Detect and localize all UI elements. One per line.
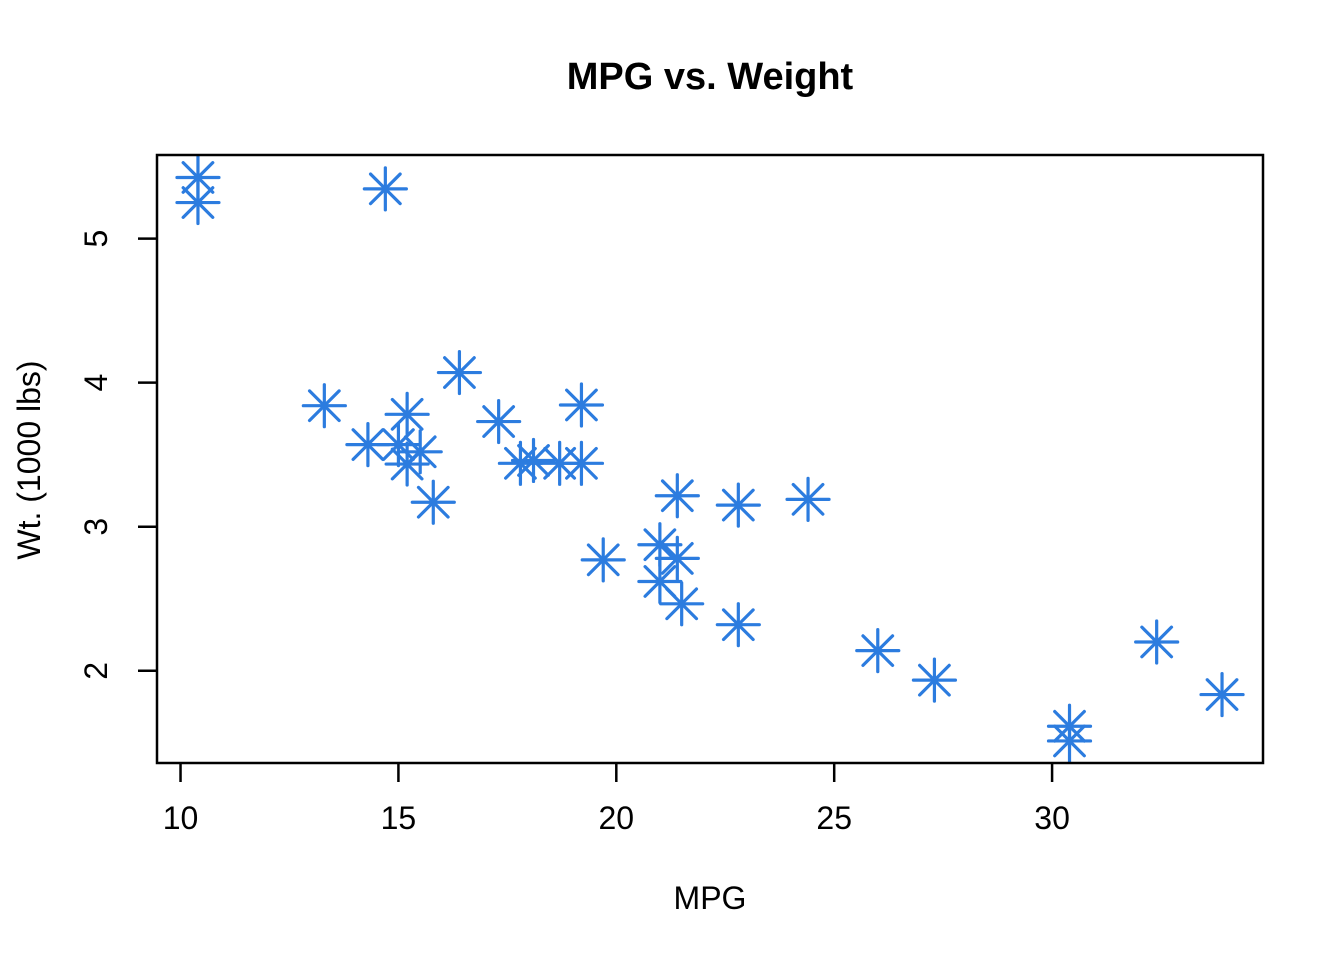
data-point-marker bbox=[659, 581, 705, 627]
y-tick-label: 3 bbox=[78, 518, 114, 536]
marker-stroke bbox=[660, 542, 694, 575]
marker-stroke bbox=[791, 482, 825, 516]
x-tick-label: 30 bbox=[1034, 800, 1070, 836]
data-point-marker bbox=[558, 440, 605, 486]
x-tick-label: 15 bbox=[381, 800, 417, 836]
data-point-marker bbox=[785, 476, 831, 522]
y-axis-label: Wt. (1000 lbs) bbox=[11, 360, 47, 560]
marker-stroke bbox=[368, 172, 402, 206]
marker-stroke bbox=[181, 161, 215, 194]
chart-title: MPG vs. Weight bbox=[566, 56, 854, 98]
marker-stroke bbox=[382, 428, 415, 461]
data-point-marker bbox=[580, 537, 626, 583]
x-tick-label: 25 bbox=[816, 800, 852, 836]
marker-stroke bbox=[565, 446, 598, 480]
data-point-marker bbox=[1134, 619, 1180, 665]
marker-stroke bbox=[721, 608, 755, 642]
marker-stroke bbox=[918, 663, 951, 697]
data-point-marker bbox=[436, 349, 483, 396]
data-point-marker bbox=[410, 479, 456, 525]
marker-stroke bbox=[517, 444, 550, 477]
marker-stroke bbox=[1205, 678, 1239, 711]
data-point-marker bbox=[476, 398, 522, 445]
marker-stroke bbox=[586, 543, 620, 577]
data-point-marker bbox=[384, 391, 430, 437]
marker-stroke bbox=[660, 479, 694, 513]
marker-stroke bbox=[416, 485, 450, 519]
data-point-marker bbox=[175, 179, 221, 226]
marker-stroke bbox=[351, 428, 385, 461]
marker-stroke bbox=[443, 356, 476, 389]
data-point-marker bbox=[1199, 671, 1245, 718]
data-point-marker bbox=[715, 482, 761, 528]
x-tick-label: 20 bbox=[599, 800, 635, 836]
marker-stroke bbox=[307, 389, 341, 423]
data-point-marker bbox=[715, 602, 761, 648]
data-point-marker bbox=[911, 657, 958, 703]
plot-box bbox=[155, 153, 1265, 765]
data-point-marker bbox=[175, 154, 221, 201]
x-axis-label: MPG bbox=[673, 880, 747, 916]
marker-stroke bbox=[643, 528, 677, 562]
data-point-marker bbox=[1046, 718, 1093, 764]
data-point-marker bbox=[558, 382, 605, 428]
marker-stroke bbox=[861, 634, 895, 668]
data-point-marker bbox=[654, 535, 700, 582]
data-point-marker bbox=[654, 473, 700, 519]
data-point-marker bbox=[497, 440, 544, 486]
y-tick-label: 4 bbox=[78, 374, 114, 392]
marker-stroke bbox=[1140, 625, 1174, 659]
y-tick-label: 2 bbox=[78, 662, 114, 680]
x-tick-label: 10 bbox=[163, 800, 199, 836]
marker-stroke bbox=[482, 405, 516, 438]
marker-stroke bbox=[565, 388, 598, 422]
marker-stroke bbox=[1053, 724, 1086, 758]
data-point-marker bbox=[301, 383, 347, 429]
marker-stroke bbox=[643, 565, 677, 598]
y-tick-label: 5 bbox=[78, 230, 114, 248]
marker-stroke bbox=[721, 488, 755, 522]
marker-stroke bbox=[390, 447, 424, 481]
data-point-marker bbox=[375, 421, 422, 468]
marker-stroke bbox=[504, 446, 537, 480]
data-point-marker bbox=[637, 558, 683, 605]
data-point-marker bbox=[362, 166, 408, 212]
data-point-marker bbox=[855, 628, 901, 674]
marker-stroke bbox=[181, 186, 215, 219]
marker-stroke bbox=[665, 587, 699, 621]
